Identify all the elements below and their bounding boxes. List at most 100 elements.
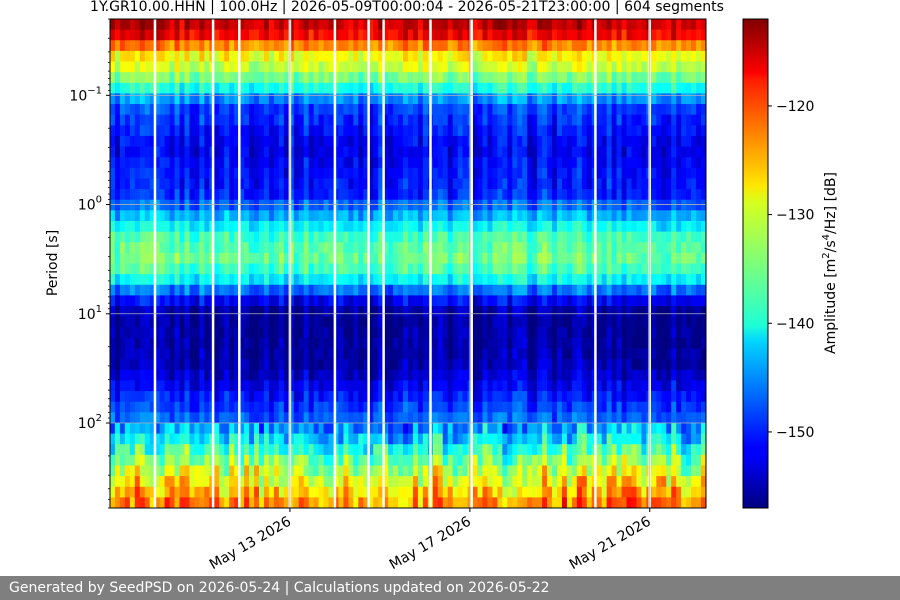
- heatmap-cell: [502, 210, 508, 222]
- heatmap-cell: [437, 199, 444, 211]
- heatmap-cell: [447, 433, 454, 445]
- heatmap-cell: [129, 19, 136, 31]
- heatmap-cell: [596, 210, 603, 222]
- heatmap-cell: [601, 412, 608, 424]
- heatmap-cell: [557, 189, 563, 201]
- heatmap-cell: [328, 157, 335, 169]
- heatmap-cell: [298, 497, 305, 508]
- heatmap-cell: [442, 29, 449, 41]
- heatmap-cell: [417, 178, 424, 190]
- heatmap-cell: [492, 263, 498, 275]
- heatmap-cell: [149, 444, 156, 456]
- heatmap-cell: [403, 210, 409, 222]
- heatmap-cell: [174, 125, 181, 137]
- heatmap-cell: [561, 348, 568, 360]
- heatmap-cell: [457, 316, 464, 328]
- heatmap-cell: [552, 50, 558, 63]
- heatmap-cell: [353, 476, 359, 488]
- heatmap-cell: [333, 391, 340, 403]
- heatmap-cell: [348, 486, 354, 498]
- heatmap-cell: [263, 369, 270, 382]
- heatmap-cell: [616, 252, 623, 265]
- heatmap-cell: [487, 220, 494, 233]
- heatmap-cell: [288, 135, 295, 148]
- heatmap-cell: [219, 82, 225, 95]
- heatmap-cell: [219, 125, 225, 137]
- heatmap-cell: [328, 50, 335, 63]
- heatmap-cell: [636, 199, 643, 211]
- heatmap-cell: [636, 401, 643, 413]
- heatmap-cell: [159, 61, 166, 73]
- heatmap-cell: [561, 359, 568, 371]
- heatmap-cell: [259, 114, 265, 126]
- heatmap-cell: [159, 231, 166, 243]
- heatmap-cell: [338, 444, 345, 456]
- heatmap-cell: [303, 284, 310, 296]
- heatmap-cell: [432, 104, 439, 116]
- heatmap-cell: [561, 295, 568, 307]
- heatmap-cell: [512, 306, 518, 318]
- heatmap-cell: [119, 19, 126, 31]
- heatmap-cell: [393, 476, 399, 488]
- heatmap-cell: [119, 114, 126, 126]
- heatmap-cell: [199, 444, 205, 456]
- heatmap-cell: [293, 135, 300, 148]
- heatmap-cell: [408, 497, 414, 508]
- heatmap-cell: [641, 178, 647, 190]
- heatmap-cell: [576, 199, 583, 211]
- heatmap-cell: [596, 486, 603, 498]
- heatmap-cell: [199, 125, 205, 137]
- heatmap-cell: [557, 157, 563, 169]
- heatmap-cell: [303, 72, 310, 84]
- heatmap-cell: [184, 189, 191, 201]
- heatmap-cell: [507, 327, 513, 339]
- heatmap-cell: [254, 210, 260, 222]
- heatmap-cell: [417, 497, 424, 508]
- heatmap-cell: [641, 157, 647, 169]
- heatmap-cell: [174, 167, 181, 180]
- heatmap-cell: [537, 316, 543, 328]
- heatmap-cell: [561, 167, 568, 180]
- heatmap-cell: [472, 380, 479, 392]
- heatmap-cell: [179, 252, 186, 265]
- heatmap-cell: [144, 146, 151, 158]
- heatmap-cell: [169, 242, 176, 254]
- heatmap-cell: [273, 178, 280, 190]
- heatmap-cell: [149, 476, 156, 488]
- heatmap-cell: [204, 50, 210, 63]
- heatmap-cell: [234, 433, 240, 445]
- heatmap-cell: [293, 359, 300, 371]
- heatmap-cell: [204, 454, 210, 467]
- heatmap-cell: [601, 316, 608, 328]
- heatmap-cell: [547, 476, 553, 488]
- heatmap-cell: [566, 337, 573, 350]
- heatmap-cell: [457, 412, 464, 424]
- heatmap-cell: [482, 263, 489, 275]
- heatmap-cell: [358, 316, 364, 328]
- heatmap-cell: [383, 412, 389, 424]
- heatmap-cell: [219, 284, 225, 296]
- heatmap-cell: [467, 210, 474, 222]
- heatmap-cell: [527, 369, 533, 382]
- heatmap-cell: [596, 316, 603, 328]
- heatmap-cell: [502, 189, 508, 201]
- heatmap-cell: [259, 359, 265, 371]
- heatmap-cell: [293, 348, 300, 360]
- heatmap-cell: [383, 486, 389, 498]
- heatmap-cell: [581, 359, 588, 371]
- heatmap-cell: [363, 50, 369, 63]
- heatmap-cell: [273, 189, 280, 201]
- heatmap-cell: [328, 454, 335, 467]
- heatmap-cell: [437, 422, 444, 435]
- heatmap-cell: [373, 167, 379, 180]
- heatmap-cell: [124, 476, 131, 488]
- heatmap-cell: [527, 486, 533, 498]
- heatmap-cell: [239, 178, 245, 190]
- heatmap-cell: [457, 157, 464, 169]
- heatmap-cell: [154, 348, 161, 360]
- heatmap-cell: [601, 19, 608, 31]
- heatmap-cell: [179, 231, 186, 243]
- heatmap-cell: [224, 210, 230, 222]
- heatmap-cell: [273, 167, 280, 180]
- heatmap-cell: [403, 369, 409, 382]
